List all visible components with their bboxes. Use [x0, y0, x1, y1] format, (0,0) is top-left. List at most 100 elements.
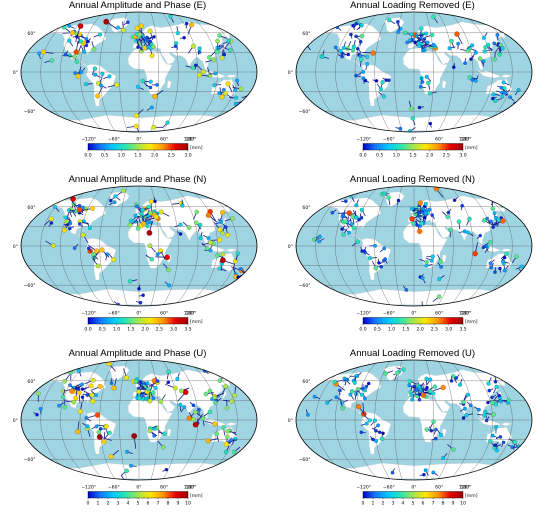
station-amplitude-marker [123, 479, 128, 480]
phase-vector [518, 272, 521, 284]
longitude-label: 60° [435, 137, 443, 143]
station-amplitude-marker [411, 221, 416, 227]
station-amplitude-marker [108, 454, 114, 460]
station-amplitude-marker [519, 271, 524, 276]
station-amplitude-marker [481, 245, 486, 250]
station-amplitude-marker [155, 252, 160, 257]
longitude-label: 60° [160, 485, 168, 491]
station-amplitude-marker [361, 69, 366, 74]
station-amplitude-marker [146, 387, 151, 392]
station-amplitude-marker [148, 199, 154, 204]
station-amplitude-marker [420, 80, 425, 84]
station-amplitude-marker [503, 91, 508, 95]
station-amplitude-marker [138, 300, 143, 305]
station-amplitude-marker [151, 390, 156, 395]
station-amplitude-marker [346, 210, 352, 216]
station-amplitude-marker [173, 44, 178, 49]
station-amplitude-marker [96, 429, 102, 435]
station-amplitude-marker [191, 43, 196, 49]
station-amplitude-marker [372, 418, 377, 423]
phase-vector [136, 127, 140, 132]
station-amplitude-marker [109, 198, 113, 203]
station-amplitude-marker [138, 380, 143, 384]
station-amplitude-marker [417, 392, 422, 397]
colorbar-tick-label: 3 [392, 500, 395, 506]
station-amplitude-marker [451, 447, 456, 452]
station-amplitude-marker [407, 383, 412, 388]
station-amplitude-marker [365, 62, 370, 67]
station-amplitude-marker [362, 249, 367, 253]
colorbar-tick-label: 3.0 [459, 152, 466, 158]
colorbar-tick-label: 5 [137, 500, 140, 506]
station-amplitude-marker [107, 430, 112, 436]
station-amplitude-marker [377, 430, 382, 435]
station-amplitude-marker [334, 395, 339, 400]
station-amplitude-marker [358, 39, 363, 44]
station-amplitude-marker [135, 226, 141, 231]
station-amplitude-marker [121, 188, 126, 194]
latitude-label: −60° [299, 457, 311, 463]
longitude-label: 180° [460, 485, 471, 491]
station-amplitude-marker [145, 381, 150, 386]
station-amplitude-marker [228, 192, 233, 198]
station-amplitude-marker [495, 32, 500, 37]
station-amplitude-marker [212, 394, 218, 400]
station-amplitude-marker [312, 237, 317, 242]
station-amplitude-marker [147, 428, 153, 434]
station-amplitude-marker [62, 379, 67, 384]
station-amplitude-marker [419, 26, 424, 31]
station-amplitude-marker [88, 383, 94, 389]
station-amplitude-marker [359, 430, 364, 435]
panel-u-loading: Annual Loading Removed (U) 60° 0° −60° −120… [275, 348, 550, 523]
station-amplitude-marker [421, 48, 425, 53]
station-amplitude-marker [447, 46, 452, 51]
colorbar-tick-label: 4 [402, 500, 405, 506]
station-amplitude-marker [482, 49, 487, 54]
colorbar-tick-label: 3.0 [445, 326, 452, 332]
station-amplitude-marker [92, 66, 98, 71]
station-amplitude-marker [113, 194, 118, 199]
station-amplitude-marker [194, 209, 199, 215]
station-amplitude-marker [233, 101, 238, 106]
station-amplitude-marker [487, 388, 492, 393]
station-amplitude-marker [76, 207, 83, 213]
station-amplitude-marker [247, 100, 252, 105]
station-amplitude-marker [191, 403, 196, 408]
colorbar-tick-label: 0.5 [99, 326, 106, 332]
panel-e-amplitude: Annual Amplitude and Phase (E) 60° 0° −60°… [0, 0, 275, 175]
colorbar-tick-label: 3.0 [170, 326, 177, 332]
station-amplitude-marker [487, 240, 493, 245]
station-amplitude-marker [127, 222, 133, 228]
longitude-label: −60° [383, 311, 395, 317]
map-n-amplitude: 60° 0° −60° −120° −60° 0° 60° 120°180° 0.0 0.5 1.0… [13, 185, 258, 332]
map-frame [20, 359, 258, 481]
station-amplitude-marker [35, 412, 39, 417]
station-amplitude-marker [374, 439, 379, 444]
station-amplitude-marker [350, 47, 356, 53]
station-amplitude-marker [355, 239, 360, 244]
station-amplitude-marker [432, 384, 438, 389]
station-amplitude-marker [340, 405, 345, 411]
station-amplitude-marker [488, 261, 493, 266]
station-amplitude-marker [427, 207, 432, 212]
station-amplitude-marker [423, 202, 428, 207]
station-amplitude-marker [40, 49, 46, 55]
colorbar-tick-label: 8 [442, 500, 445, 506]
station-amplitude-marker [456, 219, 462, 224]
colorbar-tick-label: 2 [382, 500, 385, 506]
colorbar-tick-label: 3.5 [184, 326, 191, 332]
station-amplitude-marker [166, 267, 171, 273]
station-amplitude-marker [133, 123, 139, 129]
station-amplitude-marker [519, 264, 524, 269]
station-amplitude-marker [491, 96, 495, 101]
colorbar-tick-label: 0.0 [84, 326, 91, 332]
colorbar-tick-label: 0.5 [374, 326, 381, 332]
station-amplitude-marker [94, 424, 99, 429]
station-amplitude-marker [213, 71, 218, 76]
phase-vector [242, 101, 250, 103]
station-amplitude-marker [219, 55, 225, 61]
map-layer [296, 13, 532, 132]
station-amplitude-marker [166, 380, 171, 384]
colorbar [362, 143, 464, 151]
station-amplitude-marker [405, 40, 410, 45]
